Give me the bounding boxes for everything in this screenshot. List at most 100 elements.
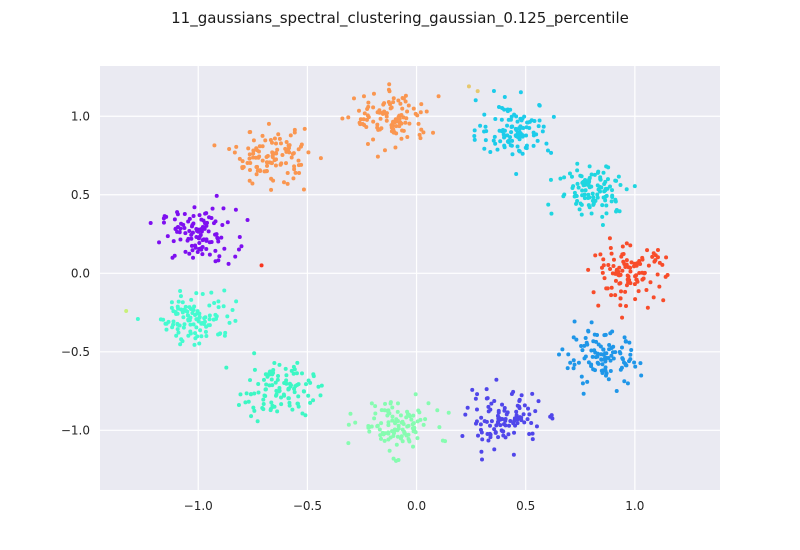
data-point [371,119,376,124]
data-point [175,322,180,327]
data-point [357,120,362,125]
data-point [405,109,410,114]
data-point [380,111,385,116]
data-point [533,409,538,414]
data-point [268,408,273,413]
data-point [618,281,623,286]
data-point [248,378,253,383]
data-point [207,313,212,318]
data-point [407,121,412,126]
chart-title: 11_gaussians_spectral_clustering_gaussia… [171,9,629,28]
data-point [396,114,401,119]
data-point [192,342,197,347]
data-point [274,392,279,397]
data-point [192,304,197,309]
data-point [284,373,289,378]
data-point [397,120,402,125]
data-point [255,168,260,173]
data-point [470,387,475,392]
data-point [488,435,493,440]
data-point [277,362,282,367]
data-point [618,296,623,301]
data-point [183,231,188,236]
data-point [318,393,323,398]
data-point [595,183,600,188]
data-point [604,211,609,216]
data-point [423,417,428,422]
data-point [377,427,382,432]
data-point [609,285,614,290]
data-point [511,452,516,457]
data-point [580,348,585,353]
data-point [406,432,411,437]
data-point [421,130,426,135]
data-point [221,206,226,211]
data-point [609,353,614,358]
data-point [611,264,616,269]
data-point [415,436,420,441]
data-point [480,437,485,442]
data-point [196,236,201,241]
data-point [405,135,410,140]
data-point [204,237,209,242]
data-point [183,304,188,309]
data-point [493,141,498,146]
data-point [522,403,527,408]
data-point [175,327,180,332]
data-point [601,195,606,200]
data-point [589,172,594,177]
data-point [378,116,383,121]
data-point [386,437,391,442]
data-point [479,449,484,454]
data-point [185,313,190,318]
data-point [276,373,281,378]
data-point [412,425,417,430]
data-point [198,328,203,333]
data-point [263,387,268,392]
data-point [179,307,184,312]
data-point [603,351,608,356]
data-point [267,383,272,388]
data-point [196,227,201,232]
data-point [273,380,278,385]
data-point [565,366,570,371]
data-point [397,124,402,129]
data-point [418,136,423,141]
data-point [436,94,441,99]
data-point [219,235,224,240]
data-point [491,138,496,143]
data-point [606,377,611,382]
data-point [619,289,624,294]
data-point [472,137,477,142]
data-point [593,253,598,258]
data-point [645,248,650,253]
data-point [187,251,192,256]
data-point [497,104,502,109]
data-point [590,191,595,196]
data-point [576,360,581,365]
data-point [393,145,398,150]
data-point [251,151,256,156]
data-point [613,271,618,276]
data-point [614,388,619,393]
data-point [225,314,230,319]
data-point [572,190,577,195]
data-point [390,121,395,126]
data-point [186,219,191,224]
data-point [407,438,412,443]
data-point [213,259,218,264]
data-point [398,101,403,106]
data-point [419,127,424,132]
data-point [203,329,208,334]
data-point [575,181,580,186]
data-point [252,351,257,356]
data-point [503,423,508,428]
data-point [254,164,259,169]
data-point [603,179,608,184]
data-point [291,371,296,376]
data-point [264,160,269,165]
data-point [247,130,252,135]
data-point [385,408,390,413]
data-point [157,240,162,245]
data-point [558,176,563,181]
